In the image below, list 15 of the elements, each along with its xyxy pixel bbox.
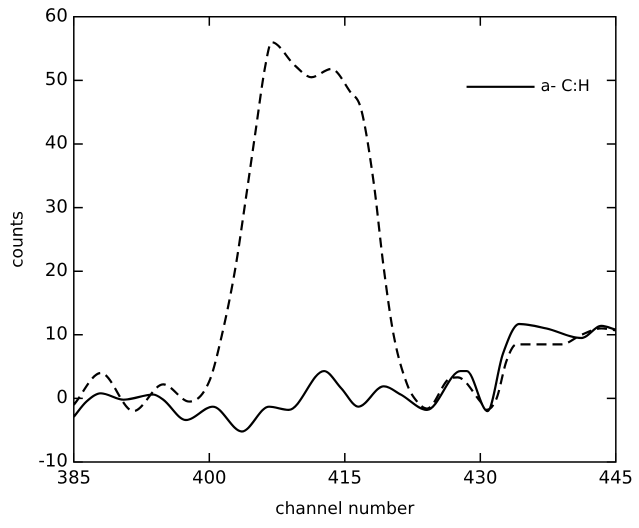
y-tick-label: 20 xyxy=(44,260,68,281)
x-tick-label: 430 xyxy=(463,467,498,488)
x-tick-label: 445 xyxy=(598,467,633,488)
y-tick-label: 0 xyxy=(56,387,68,408)
legend-label: a- C:H xyxy=(540,76,590,95)
x-tick-label: 385 xyxy=(56,467,91,488)
y-tick-label: 60 xyxy=(44,5,68,26)
x-axis-title: channel number xyxy=(275,499,414,520)
y-tick-label: 50 xyxy=(44,69,68,90)
x-tick-label: 415 xyxy=(328,467,362,488)
y-tick-label: 40 xyxy=(44,132,68,154)
y-tick-label: 30 xyxy=(44,196,68,218)
x-tick-label: 400 xyxy=(192,467,226,488)
y-axis-title: counts xyxy=(8,210,28,268)
y-tick-label: 10 xyxy=(44,323,68,344)
